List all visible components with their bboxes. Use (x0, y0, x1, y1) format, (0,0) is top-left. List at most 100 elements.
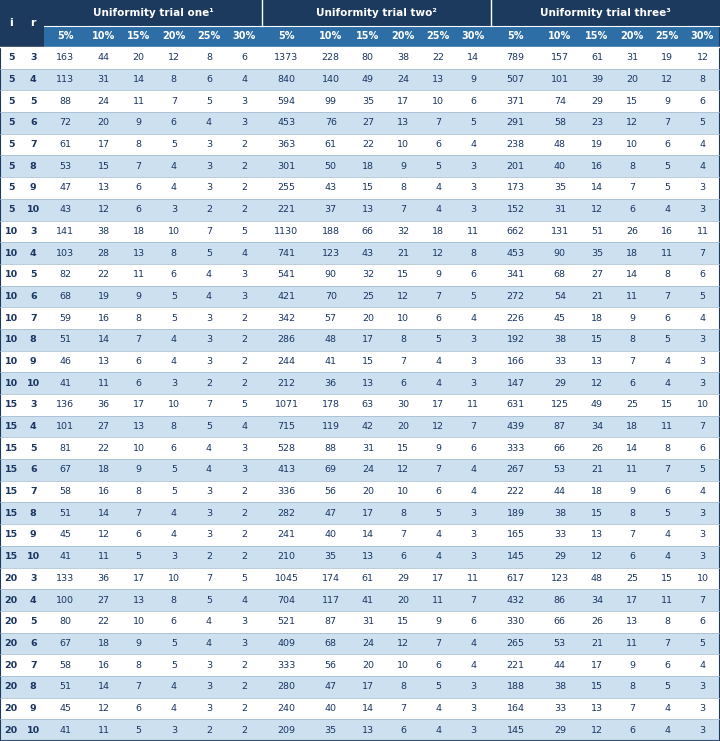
Bar (156, 25, 192, 47)
Text: 10%: 10% (92, 31, 115, 41)
Text: 53: 53 (554, 639, 566, 648)
Text: 12: 12 (591, 379, 603, 388)
Text: 4: 4 (30, 248, 37, 258)
Text: 24: 24 (397, 75, 409, 84)
Text: 20: 20 (97, 119, 109, 127)
Text: 7: 7 (171, 97, 177, 106)
Text: 5%: 5% (508, 31, 524, 41)
Text: 13: 13 (361, 552, 374, 561)
Text: 10: 10 (168, 400, 180, 409)
Text: 22: 22 (97, 270, 109, 279)
Text: 4: 4 (30, 422, 37, 431)
Text: 5: 5 (206, 248, 212, 258)
Text: 715: 715 (277, 422, 295, 431)
Text: 33: 33 (554, 704, 566, 713)
Text: 5%: 5% (278, 31, 294, 41)
Text: 48: 48 (325, 335, 337, 345)
Text: 66: 66 (554, 444, 566, 453)
Text: 210: 210 (277, 552, 295, 561)
Text: 72: 72 (59, 119, 71, 127)
Text: 1130: 1130 (274, 227, 299, 236)
Text: 99: 99 (325, 97, 337, 106)
Text: 192: 192 (507, 335, 525, 345)
Text: 3: 3 (241, 119, 247, 127)
Text: 222: 222 (507, 487, 525, 496)
Bar (0, 156, 720, 177)
Text: 6: 6 (629, 379, 635, 388)
Text: 7: 7 (629, 531, 635, 539)
Text: 8: 8 (400, 335, 406, 345)
Text: 267: 267 (507, 465, 525, 474)
Text: 9: 9 (629, 487, 635, 496)
Text: 6: 6 (135, 379, 142, 388)
Text: i: i (9, 19, 13, 28)
Text: 280: 280 (277, 682, 295, 691)
Text: 45: 45 (554, 313, 566, 322)
Text: 21: 21 (591, 292, 603, 301)
Text: 541: 541 (277, 270, 295, 279)
Text: 4: 4 (171, 184, 177, 193)
Text: 4: 4 (699, 660, 706, 670)
Text: 101: 101 (56, 422, 74, 431)
Text: 11: 11 (97, 552, 109, 561)
Text: 35: 35 (325, 552, 337, 561)
Text: 3: 3 (699, 205, 706, 214)
Text: 8: 8 (629, 162, 635, 170)
Text: 6: 6 (30, 292, 37, 301)
Text: 6: 6 (30, 119, 37, 127)
Text: 4: 4 (171, 335, 177, 345)
Text: 4: 4 (30, 596, 37, 605)
Text: 10: 10 (168, 574, 180, 583)
Text: 521: 521 (277, 617, 295, 626)
Text: 6: 6 (699, 270, 706, 279)
Text: 13: 13 (132, 422, 145, 431)
Text: 32: 32 (397, 227, 409, 236)
Text: 6: 6 (435, 660, 441, 670)
Text: 15%: 15% (127, 31, 150, 41)
Text: 18: 18 (626, 248, 638, 258)
Bar (0, 133, 720, 156)
Text: 17: 17 (132, 400, 145, 409)
Text: 87: 87 (325, 617, 337, 626)
Text: 66: 66 (554, 617, 566, 626)
Text: 8: 8 (135, 487, 142, 496)
Text: 14: 14 (467, 53, 480, 62)
Text: 20: 20 (4, 639, 17, 648)
Text: 36: 36 (325, 379, 337, 388)
Text: 12: 12 (696, 53, 708, 62)
Text: 9: 9 (30, 531, 37, 539)
Text: 8: 8 (135, 660, 142, 670)
Text: 221: 221 (507, 660, 525, 670)
Text: 9: 9 (30, 184, 37, 193)
Text: 25%: 25% (426, 31, 450, 41)
Text: 12: 12 (591, 552, 603, 561)
Text: 35: 35 (554, 184, 566, 193)
Text: 10: 10 (27, 205, 40, 214)
Bar (0, 199, 720, 221)
Text: 8: 8 (400, 682, 406, 691)
Text: 23: 23 (591, 119, 603, 127)
Bar (0, 459, 720, 481)
Text: 20: 20 (362, 487, 374, 496)
Text: 12: 12 (591, 205, 603, 214)
Text: 2: 2 (241, 704, 247, 713)
Text: 3: 3 (470, 682, 477, 691)
Text: 12: 12 (397, 639, 409, 648)
Text: 80: 80 (362, 53, 374, 62)
Text: 125: 125 (551, 400, 569, 409)
Text: 6: 6 (665, 487, 670, 496)
Text: 5: 5 (171, 465, 177, 474)
Text: 19: 19 (661, 53, 673, 62)
Text: 2: 2 (241, 335, 247, 345)
Text: 31: 31 (626, 53, 638, 62)
Text: 10: 10 (27, 725, 40, 734)
Text: 66: 66 (362, 227, 374, 236)
Text: 4: 4 (206, 119, 212, 127)
Text: 3: 3 (699, 335, 706, 345)
Text: 17: 17 (626, 596, 638, 605)
Text: 286: 286 (277, 335, 295, 345)
Text: 209: 209 (277, 725, 295, 734)
Text: 8: 8 (171, 248, 177, 258)
Bar (0, 350, 720, 372)
Text: 2: 2 (241, 140, 247, 149)
